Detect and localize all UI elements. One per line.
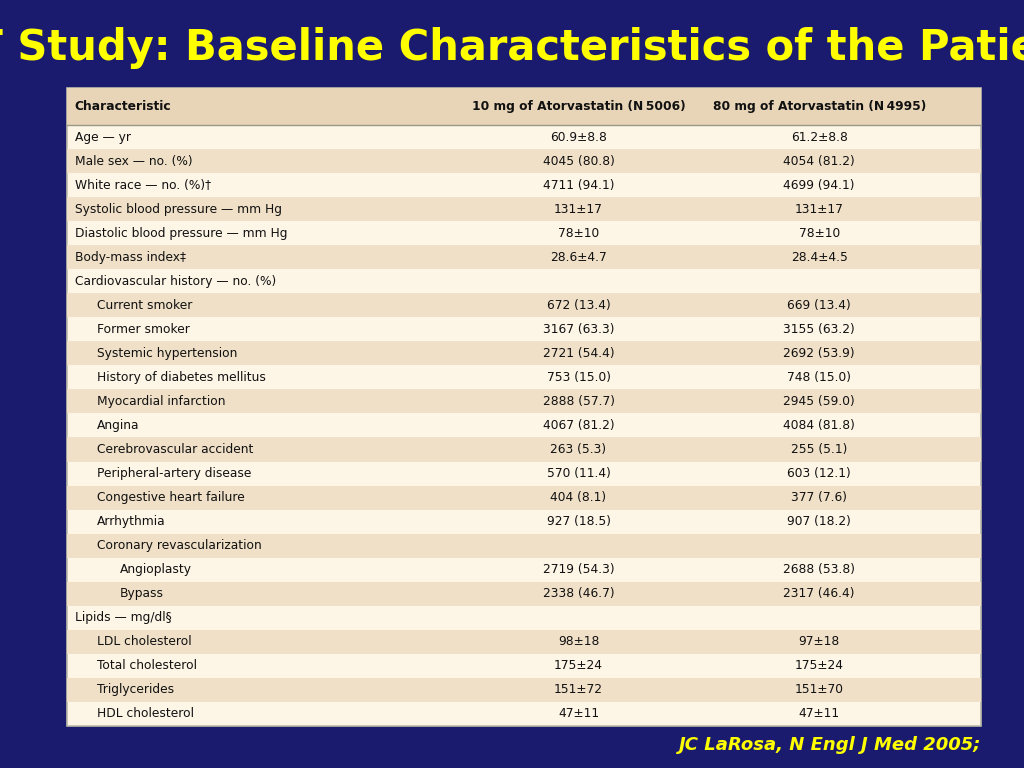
Text: HDL cholesterol: HDL cholesterol (97, 707, 195, 720)
Text: Systemic hypertension: Systemic hypertension (97, 347, 238, 360)
Text: 2692 (53.9): 2692 (53.9) (783, 347, 855, 360)
Text: 131±17: 131±17 (554, 203, 603, 216)
Text: 4067 (81.2): 4067 (81.2) (543, 419, 614, 432)
Text: Peripheral-artery disease: Peripheral-artery disease (97, 467, 252, 480)
Text: 4045 (80.8): 4045 (80.8) (543, 154, 614, 167)
Text: Former smoker: Former smoker (97, 323, 190, 336)
Text: 570 (11.4): 570 (11.4) (547, 467, 610, 480)
Text: Angioplasty: Angioplasty (120, 563, 191, 576)
Text: 3155 (63.2): 3155 (63.2) (783, 323, 855, 336)
Text: 603 (12.1): 603 (12.1) (787, 467, 851, 480)
Text: White race — no. (%)†: White race — no. (%)† (75, 179, 211, 192)
Text: 2945 (59.0): 2945 (59.0) (783, 395, 855, 408)
Bar (67, 245, 981, 270)
Bar (67, 342, 981, 366)
Bar (67, 293, 981, 317)
Text: 2719 (54.3): 2719 (54.3) (543, 563, 614, 576)
Bar (67, 88, 981, 726)
Text: 10 mg of Atorvastatin (N 5006): 10 mg of Atorvastatin (N 5006) (472, 101, 685, 113)
Bar (67, 88, 981, 125)
Text: 78±10: 78±10 (558, 227, 599, 240)
Text: 2721 (54.4): 2721 (54.4) (543, 347, 614, 360)
Bar (67, 438, 981, 462)
Bar (67, 677, 981, 702)
Text: Angina: Angina (97, 419, 140, 432)
Text: 2338 (46.7): 2338 (46.7) (543, 587, 614, 600)
Text: 2317 (46.4): 2317 (46.4) (783, 587, 855, 600)
Text: 672 (13.4): 672 (13.4) (547, 299, 610, 312)
Text: Bypass: Bypass (120, 587, 164, 600)
Text: Characteristic: Characteristic (75, 101, 171, 113)
Text: 255 (5.1): 255 (5.1) (791, 443, 848, 456)
Text: 927 (18.5): 927 (18.5) (547, 515, 610, 528)
Bar (67, 149, 981, 174)
Text: 47±11: 47±11 (558, 707, 599, 720)
Text: 78±10: 78±10 (799, 227, 840, 240)
Text: History of diabetes mellitus: History of diabetes mellitus (97, 371, 266, 384)
Text: Cardiovascular history — no. (%): Cardiovascular history — no. (%) (75, 275, 276, 288)
Text: 60.9±8.8: 60.9±8.8 (550, 131, 607, 144)
Text: Triglycerides: Triglycerides (97, 684, 174, 697)
Text: 175±24: 175±24 (795, 659, 844, 672)
Text: Arrhythmia: Arrhythmia (97, 515, 166, 528)
Text: 263 (5.3): 263 (5.3) (551, 443, 606, 456)
Bar (67, 630, 981, 654)
Text: Male sex — no. (%): Male sex — no. (%) (75, 154, 193, 167)
Text: Diastolic blood pressure — mm Hg: Diastolic blood pressure — mm Hg (75, 227, 288, 240)
Text: Total cholesterol: Total cholesterol (97, 659, 198, 672)
Text: Lipids — mg/dl§: Lipids — mg/dl§ (75, 611, 171, 624)
Text: 4699 (94.1): 4699 (94.1) (783, 179, 855, 192)
Text: JC LaRosa, N Engl J Med 2005;: JC LaRosa, N Engl J Med 2005; (679, 737, 981, 754)
Text: 175±24: 175±24 (554, 659, 603, 672)
Text: 4711 (94.1): 4711 (94.1) (543, 179, 614, 192)
Text: 3167 (63.3): 3167 (63.3) (543, 323, 614, 336)
Text: 4054 (81.2): 4054 (81.2) (783, 154, 855, 167)
Text: 404 (8.1): 404 (8.1) (551, 491, 606, 504)
Text: 131±17: 131±17 (795, 203, 844, 216)
Text: TNT Study: Baseline Characteristics of the Patients: TNT Study: Baseline Characteristics of t… (0, 27, 1024, 69)
Text: 61.2±8.8: 61.2±8.8 (791, 131, 848, 144)
Text: 47±11: 47±11 (799, 707, 840, 720)
Text: 4084 (81.8): 4084 (81.8) (783, 419, 855, 432)
Text: 97±18: 97±18 (799, 635, 840, 648)
Bar (67, 485, 981, 509)
Text: 2888 (57.7): 2888 (57.7) (543, 395, 614, 408)
Text: LDL cholesterol: LDL cholesterol (97, 635, 191, 648)
Bar (67, 581, 981, 606)
Text: 907 (18.2): 907 (18.2) (787, 515, 851, 528)
Text: Myocardial infarction: Myocardial infarction (97, 395, 225, 408)
Text: Cerebrovascular accident: Cerebrovascular accident (97, 443, 254, 456)
Text: 669 (13.4): 669 (13.4) (787, 299, 851, 312)
Bar (67, 389, 981, 413)
Text: 98±18: 98±18 (558, 635, 599, 648)
Bar (67, 534, 981, 558)
Text: Body-mass index‡: Body-mass index‡ (75, 251, 185, 264)
Text: 151±72: 151±72 (554, 684, 603, 697)
Text: Congestive heart failure: Congestive heart failure (97, 491, 245, 504)
Text: Systolic blood pressure — mm Hg: Systolic blood pressure — mm Hg (75, 203, 282, 216)
Text: 151±70: 151±70 (795, 684, 844, 697)
Text: 80 mg of Atorvastatin (N 4995): 80 mg of Atorvastatin (N 4995) (713, 101, 926, 113)
Text: 748 (15.0): 748 (15.0) (787, 371, 851, 384)
Text: 377 (7.6): 377 (7.6) (792, 491, 847, 504)
Text: 2688 (53.8): 2688 (53.8) (783, 563, 855, 576)
Text: 753 (15.0): 753 (15.0) (547, 371, 610, 384)
Bar (67, 197, 981, 221)
Text: Current smoker: Current smoker (97, 299, 193, 312)
Text: 28.6±4.7: 28.6±4.7 (550, 251, 607, 264)
Text: 28.4±4.5: 28.4±4.5 (791, 251, 848, 264)
Text: Coronary revascularization: Coronary revascularization (97, 539, 262, 552)
Text: Age — yr: Age — yr (75, 131, 131, 144)
